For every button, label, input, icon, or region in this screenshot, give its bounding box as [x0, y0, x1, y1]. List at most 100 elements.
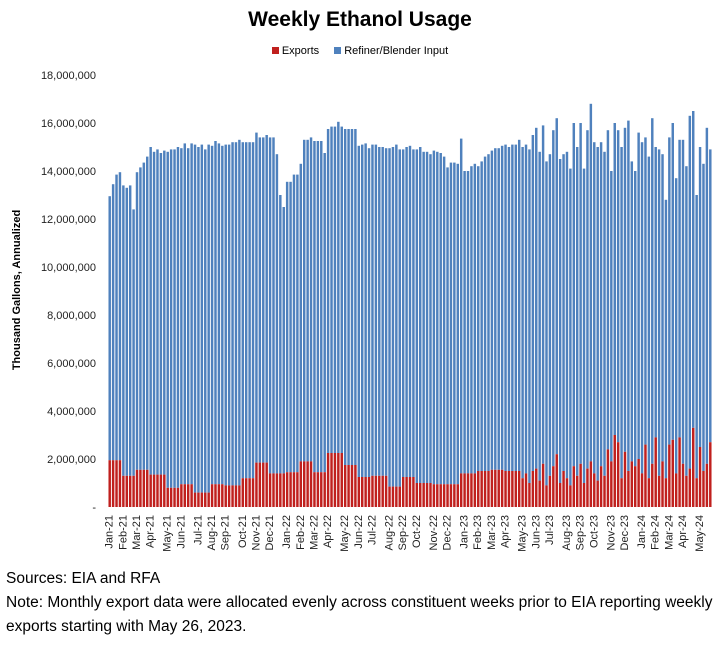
bar-exports [132, 475, 135, 507]
x-tick-label: Jul-23 [544, 515, 556, 545]
bars-layer [108, 103, 712, 507]
bar-exports [405, 477, 408, 507]
bar-refiner-blender-input [299, 163, 303, 462]
bar-refiner-blender-input [442, 156, 446, 485]
bar-exports [603, 475, 606, 507]
bar-refiner-blender-input [238, 139, 241, 486]
bar-refiner-blender-input [200, 144, 204, 493]
bar-exports [487, 471, 490, 507]
bar-exports [647, 478, 651, 507]
bar-exports [340, 453, 343, 507]
bar-refiner-blender-input [586, 130, 589, 469]
y-tick-label: 10,000,000 [41, 262, 96, 274]
bar-refiner-blender-input [613, 123, 616, 435]
bar-exports [459, 473, 463, 507]
bar-exports [224, 485, 227, 507]
x-tick-label: Jun-23 [530, 515, 542, 549]
bar-refiner-blender-input [548, 154, 552, 476]
bar-refiner-blender-input [695, 195, 698, 479]
x-tick-label: May-23 [517, 515, 529, 552]
bar-exports [654, 437, 657, 507]
bar-refiner-blender-input [149, 147, 152, 475]
x-tick-label: Aug-22 [384, 515, 396, 550]
bar-refiner-blender-input [231, 142, 234, 486]
bar-exports [231, 485, 234, 507]
bar-exports [197, 492, 200, 507]
bar-exports [466, 473, 470, 507]
bar-refiner-blender-input [497, 148, 500, 470]
bar-exports [204, 492, 207, 507]
bar-exports [500, 469, 504, 507]
legend-item-exports: Exports [271, 45, 319, 57]
bar-exports [558, 483, 562, 507]
bar-exports [511, 471, 514, 507]
bar-refiner-blender-input [412, 149, 415, 477]
x-tick-label: Feb-23 [472, 515, 484, 550]
bar-refiner-blender-input [227, 144, 231, 486]
bar-exports [613, 435, 616, 507]
x-tick-label: Feb-22 [295, 515, 307, 550]
bar-refiner-blender-input [361, 144, 364, 477]
bar-exports [200, 492, 204, 507]
legend-swatch-refiner-blender-input [334, 47, 342, 54]
bar-refiner-blender-input [163, 150, 166, 475]
bar-refiner-blender-input [350, 129, 354, 465]
bar-exports [146, 469, 149, 507]
bar-refiner-blender-input [517, 139, 521, 472]
bar-refiner-blender-input [644, 137, 647, 445]
bar-exports [268, 473, 272, 507]
bar-refiner-blender-input [702, 163, 705, 472]
bar-refiner-blender-input [480, 161, 483, 471]
bar-refiner-blender-input [176, 147, 180, 488]
bar-refiner-blender-input [111, 184, 115, 461]
bar-exports [507, 471, 511, 507]
bar-refiner-blender-input [159, 153, 163, 475]
bar-refiner-blender-input [388, 148, 391, 487]
bar-exports [125, 475, 128, 507]
bar-refiner-blender-input [456, 163, 460, 485]
bar-refiner-blender-input [664, 199, 668, 479]
bar-refiner-blender-input [640, 142, 644, 474]
x-tick-label: Sep-21 [220, 515, 232, 550]
x-tick-label: Sep-22 [397, 515, 409, 550]
footer: Sources: EIA and RFA Note: Monthly expor… [6, 567, 716, 639]
bar-refiner-blender-input [674, 178, 678, 474]
bar-refiner-blender-input [692, 111, 695, 428]
bar-refiner-blender-input [582, 168, 586, 483]
bar-refiner-blender-input [419, 147, 422, 483]
bar-refiner-blender-input [470, 166, 473, 474]
bar-exports [419, 483, 422, 507]
bar-refiner-blender-input [558, 159, 562, 483]
bar-refiner-blender-input [125, 187, 128, 476]
bar-refiner-blender-input [654, 147, 657, 438]
bar-refiner-blender-input [217, 143, 221, 485]
bar-exports [401, 477, 405, 507]
bar-exports [378, 475, 381, 507]
bar-refiner-blender-input [221, 145, 224, 485]
bar-refiner-blender-input [685, 166, 688, 476]
bar-exports [241, 478, 245, 507]
bar-refiner-blender-input [575, 147, 579, 476]
x-tick-label: Jun-22 [353, 515, 365, 549]
bar-exports [296, 472, 299, 507]
bar-refiner-blender-input [275, 154, 279, 474]
bar-exports [524, 473, 528, 507]
bar-refiner-blender-input [197, 147, 200, 493]
x-tick-label: Mar-22 [309, 515, 321, 550]
bar-exports [521, 478, 524, 507]
bar-refiner-blender-input [490, 150, 494, 470]
bar-exports [425, 483, 429, 507]
bar-exports [115, 460, 118, 507]
bar-refiner-blender-input [405, 147, 408, 477]
bar-refiner-blender-input [538, 151, 541, 481]
bar-exports [152, 474, 156, 507]
bar-refiner-blender-input [258, 137, 262, 463]
bar-exports [248, 478, 251, 507]
bar-refiner-blender-input [244, 142, 248, 479]
bar-exports [446, 484, 449, 507]
bar-exports [214, 484, 217, 507]
bar-refiner-blender-input [507, 147, 511, 471]
x-tick-label: Mar-21 [131, 515, 143, 550]
bar-refiner-blender-input [524, 144, 528, 474]
x-tick-label: Sep-23 [575, 515, 587, 550]
